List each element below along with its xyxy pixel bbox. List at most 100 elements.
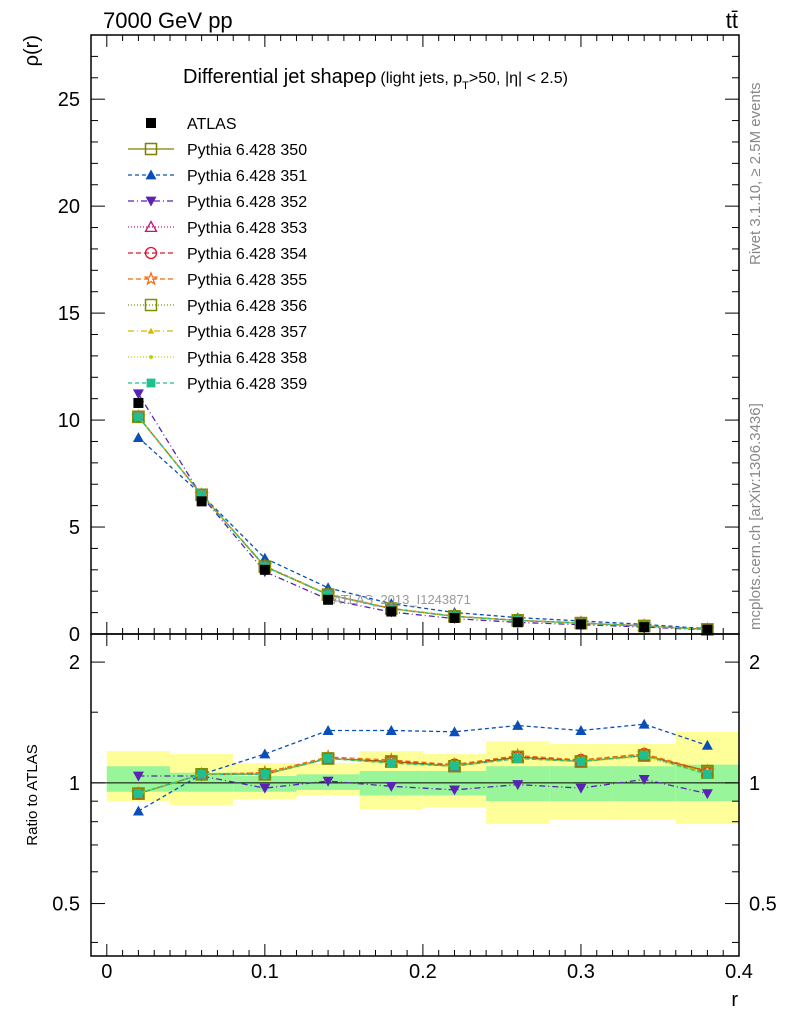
atlas-data-point (259, 564, 270, 575)
legend: ATLAS Pythia 6.428 350 Pythia 6.428 351 Pyt… (128, 116, 307, 393)
series-ratio-point (134, 789, 143, 798)
plot-title-main: Differential jet shape (183, 66, 365, 88)
series-point (132, 389, 144, 400)
atlas-data-point (133, 397, 144, 408)
series-ratio-point (386, 758, 396, 768)
series-ratio-point (575, 725, 587, 735)
y-tick-label: 20 (58, 196, 80, 218)
analysis-watermark: ATLAS_2013_I1243871 (333, 592, 471, 607)
atlas-data-point (196, 496, 207, 507)
atlas-data-point (639, 622, 650, 633)
series-ratio-point (259, 783, 271, 794)
series-ratio-point (575, 783, 587, 794)
legend-marker (149, 355, 153, 359)
plot-title-detail-end: >50, |η| < 2.5) (469, 70, 568, 87)
series-ratio-point (449, 785, 461, 796)
series-ratio-point (638, 718, 650, 729)
legend-label: Pythia 6.428 350 (187, 142, 307, 159)
ratio-tick-label-right: 0.5 (749, 894, 777, 916)
x-tick-label: 0.1 (251, 961, 279, 983)
legend-label: ATLAS (187, 116, 237, 133)
plot-title-detail: (light jets, p (380, 70, 462, 87)
series-point (132, 432, 144, 443)
x-tick-label: 0.2 (409, 961, 437, 983)
legend-marker (145, 169, 157, 180)
series-line (137, 416, 708, 631)
series-ratio-point (322, 725, 334, 735)
uncertainty-band-inner (549, 766, 613, 802)
series-point (132, 410, 145, 424)
series-ratio-point (132, 787, 145, 800)
legend-label: Pythia 6.428 358 (187, 350, 307, 367)
series-2-ratio (132, 718, 713, 816)
series-10-ratio (134, 751, 712, 798)
legend-marker (146, 118, 156, 128)
x-tick-label: 0.4 (725, 961, 753, 983)
series-line (137, 437, 708, 630)
atlas-data-point (323, 594, 334, 605)
series-ratio-point (132, 771, 144, 782)
plot-title-sub: T (462, 80, 469, 92)
x-tick-label: 0.3 (567, 961, 595, 983)
ratio-tick-label: 2 (69, 652, 80, 674)
series-ratio-point (449, 726, 461, 737)
series-ratio-point (638, 774, 650, 785)
y-tick-label: 10 (58, 410, 80, 432)
series-ratio-point (132, 805, 144, 816)
series-ratio-point (576, 757, 586, 766)
series-ratio-line (138, 754, 708, 795)
series-ratio-point (450, 761, 459, 771)
rivet-version-label: Rivet 3.1.10, ≥ 2.5M events (747, 83, 764, 266)
legend-marker (144, 220, 158, 233)
ratio-plot-frame (90, 633, 740, 957)
series-ratio-line (138, 723, 708, 812)
legend-marker (144, 246, 158, 260)
ratio-tick-label-right: 2 (749, 652, 760, 674)
header-energy-label: 7000 GeV pp (103, 8, 233, 33)
series-ratio-point (385, 781, 397, 792)
atlas-data-point (449, 612, 460, 623)
y-axis-label: ρ(r) (21, 35, 43, 66)
series-ratio-line (138, 753, 708, 795)
ratio-tick-label-right: 1 (749, 773, 760, 795)
series-ratio-line (138, 753, 708, 795)
ratio-tick-label: 1 (69, 773, 80, 795)
y-tick-label: 5 (69, 517, 80, 539)
series-ratio-point (512, 780, 524, 791)
ratio-plot-panel: 0 0.1 0.2 0.3 0.4 0.5 0.5 1 1 2 2 Ratio to ATLAS r (24, 35, 777, 1011)
legend-label: Pythia 6.428 356 (187, 298, 307, 315)
uncertainty-band-inner (170, 772, 234, 792)
ratio-tick-label: 0.5 (52, 894, 80, 916)
y-tick-label: 15 (58, 303, 80, 325)
legend-marker (145, 196, 157, 207)
legend-label: Pythia 6.428 351 (187, 168, 307, 185)
atlas-data-point (512, 617, 523, 628)
series-ratio-point (259, 748, 271, 759)
series-ratio-point (512, 719, 524, 730)
main-plot-panel: 0 5 10 15 20 25 ρ(r) Differential jet shapeρ(… (21, 34, 740, 646)
legend-label: Pythia 6.428 352 (187, 194, 307, 211)
series-ratio-point (702, 769, 712, 779)
series-ratio-point (260, 769, 270, 779)
y-tick-label: 25 (58, 89, 80, 111)
legend-marker (143, 271, 159, 286)
series-line (137, 393, 708, 631)
plot-title-rho: ρ (365, 66, 376, 88)
mcplots-label: mcplots.cern.ch [arXiv:1306.3436] (747, 403, 764, 630)
plot-title: Differential jet shapeρ (light jets, pT>5… (183, 66, 568, 92)
series-ratio-point (385, 725, 397, 735)
y-tick-label: 0 (69, 624, 80, 646)
series-point (259, 552, 271, 563)
series-ratio-point (513, 754, 523, 763)
legend-label: Pythia 6.428 359 (187, 376, 307, 393)
series-point (197, 490, 207, 500)
legend-marker (146, 378, 156, 388)
x-tick-label: 0 (101, 961, 112, 983)
x-axis-label: r (731, 989, 738, 1011)
series-ratio-point (701, 739, 713, 750)
series-ratio-point (197, 769, 207, 779)
series-ratio-point (639, 751, 649, 760)
series-ratio-point (322, 776, 334, 787)
header-process-label: tt̄ (726, 8, 738, 33)
legend-label: Pythia 6.428 357 (187, 324, 307, 341)
